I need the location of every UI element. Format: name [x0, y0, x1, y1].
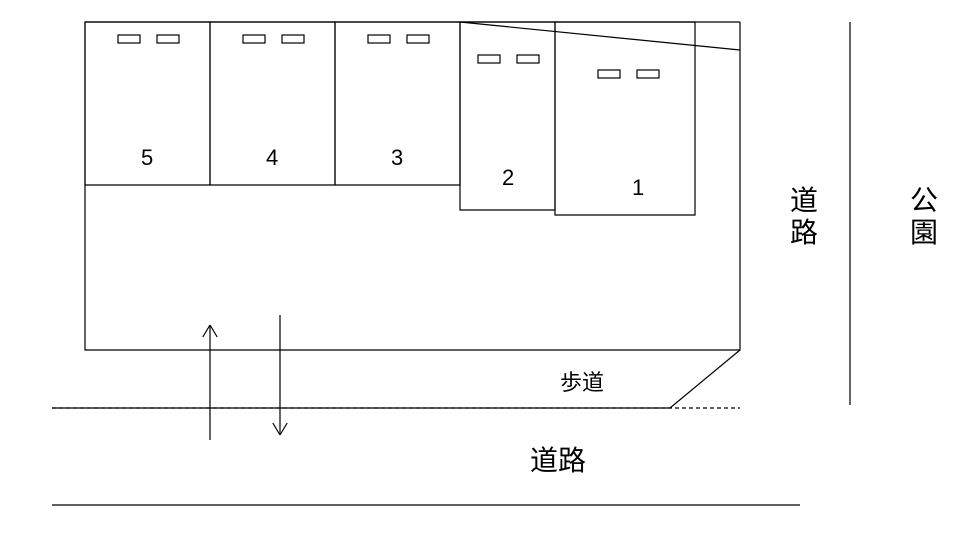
bottom-road-label: 道路 [530, 445, 586, 476]
plot-label-4: 4 [266, 145, 278, 170]
sidewalk-edge [52, 350, 740, 408]
right-road-label-1: 路 [790, 217, 818, 248]
park-label-1: 園 [910, 217, 938, 248]
plot-1 [555, 22, 695, 215]
plot-label-2: 2 [502, 165, 514, 190]
sidewalk-label: 歩道 [560, 370, 604, 395]
plot-label-1: 1 [632, 175, 644, 200]
right-road-label-0: 道 [790, 185, 818, 216]
site-plan-diagram: 54321歩道道路道路公園 [0, 0, 966, 541]
plot-label-3: 3 [391, 145, 403, 170]
plot-label-5: 5 [141, 145, 153, 170]
park-label-0: 公 [910, 185, 938, 216]
